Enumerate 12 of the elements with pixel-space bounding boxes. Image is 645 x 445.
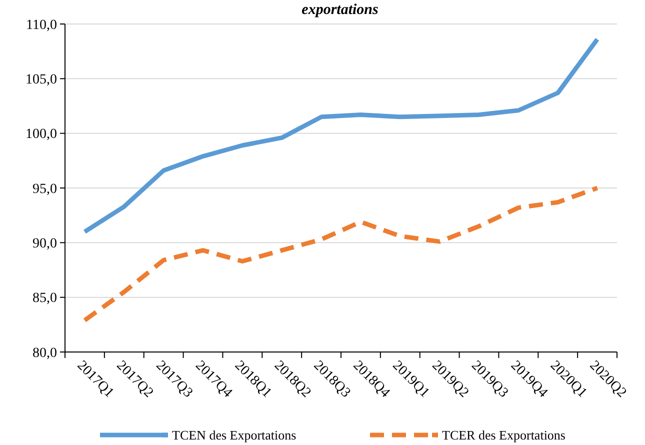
y-tick-label: 95,0 xyxy=(32,182,57,197)
legend-label: TCEN des Exportations xyxy=(172,428,296,443)
y-tick-label: 85,0 xyxy=(32,291,57,306)
y-tick-label: 100,0 xyxy=(26,127,57,142)
chart-title: exportations xyxy=(302,2,378,18)
y-tick-label: 110,0 xyxy=(26,18,57,33)
y-tick-label: 105,0 xyxy=(26,72,57,88)
line-series xyxy=(82,186,600,323)
y-tick-label: 80,0 xyxy=(32,346,57,361)
legend-label: TCER des Exportations xyxy=(442,428,566,443)
y-tick-label: 90,0 xyxy=(32,236,57,252)
line-series xyxy=(82,37,600,234)
